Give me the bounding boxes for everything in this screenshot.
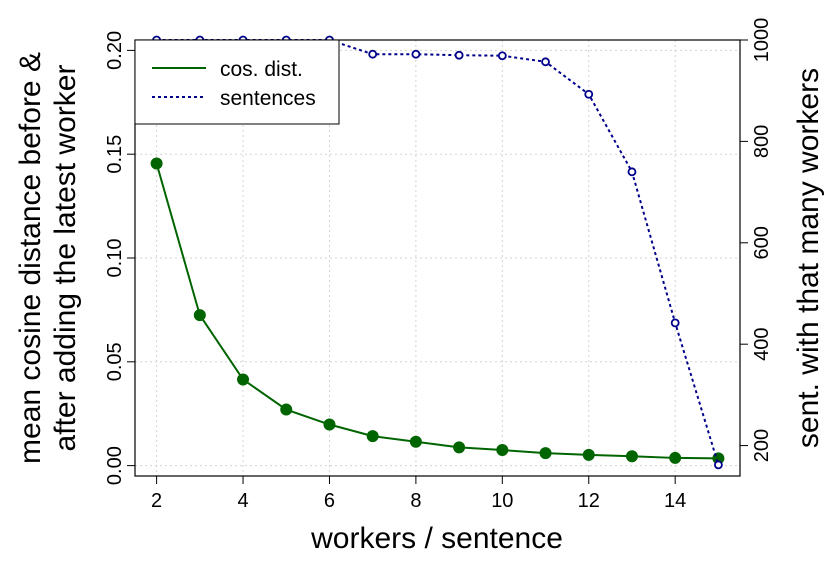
y-axis-left: 0.00 0.05 0.10 0.15 0.20	[104, 31, 135, 485]
y-axis-right: 200 400 600 800 1000	[740, 18, 773, 462]
x-tick-label: 10	[491, 490, 513, 512]
y2-tick-label: 800	[751, 125, 773, 158]
cos-dist-point	[539, 447, 552, 460]
y-axis-title-line1: mean cosine distance before &	[14, 52, 47, 464]
sentences-point	[368, 49, 378, 59]
x-tick-label: 4	[237, 490, 248, 512]
legend: cos. dist. sentences	[134, 39, 340, 125]
cos-dist-point	[237, 373, 250, 386]
y-tick-label: 0.05	[104, 342, 126, 381]
x-tick-label: 6	[324, 490, 335, 512]
legend-label-sentences: sentences	[220, 87, 316, 110]
y2-tick-label: 600	[751, 226, 773, 259]
y2-tick-label: 400	[751, 327, 773, 360]
cos-dist-line	[155, 163, 719, 460]
sentences-point	[497, 51, 507, 61]
series-cos-dist	[150, 157, 725, 465]
y2-tick-label: 200	[751, 429, 773, 462]
y-tick-label: 0.20	[104, 31, 126, 70]
y-tick-label: 0.00	[104, 446, 126, 485]
y-axis-title-line2: after adding the latest worker	[49, 65, 82, 452]
x-axis: 2 4 6 8 10 12 14	[151, 476, 686, 512]
cos-dist-point	[193, 309, 206, 322]
sentences-point	[627, 167, 637, 177]
cos-dist-point	[625, 450, 638, 463]
cos-dist-point	[323, 418, 336, 431]
sentences-point	[584, 89, 594, 99]
cos-dist-point	[366, 430, 379, 443]
sentences-point	[713, 460, 723, 470]
cos-dist-point	[280, 403, 293, 416]
y-tick-label: 0.10	[104, 239, 126, 278]
sentences-point	[454, 50, 464, 60]
x-tick-label: 14	[664, 490, 686, 512]
cos-dist-point	[496, 444, 509, 457]
x-axis-title: workers / sentence	[310, 522, 563, 555]
y2-tick-label: 1000	[751, 18, 773, 63]
y2-axis-title: sent. with that many workers	[792, 68, 825, 448]
sentences-line	[156, 39, 720, 466]
y-tick-label: 0.15	[104, 135, 126, 174]
x-tick-label: 2	[151, 490, 162, 512]
x-tick-label: 8	[410, 490, 421, 512]
legend-label-cos-dist: cos. dist.	[220, 58, 303, 81]
x-tick-label: 12	[578, 490, 600, 512]
sentences-point	[411, 49, 421, 59]
sentences-point	[670, 318, 680, 328]
cos-dist-point	[150, 157, 163, 170]
legend-box	[134, 39, 340, 125]
cos-dist-point	[409, 435, 422, 448]
cos-dist-point	[453, 441, 466, 454]
cos-dist-point	[669, 451, 682, 464]
cos-dist-point	[582, 448, 595, 461]
sentences-point	[541, 57, 550, 67]
